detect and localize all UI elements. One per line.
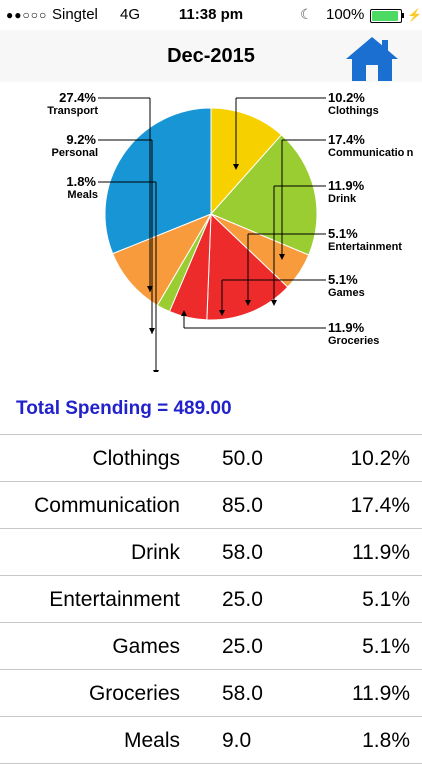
row-category: Drink <box>130 541 180 564</box>
battery-tip <box>402 13 404 18</box>
row-amount: 25.0 <box>222 635 263 658</box>
page-title: Dec-2015 <box>167 45 255 67</box>
row-percent: 1.8% <box>362 729 410 752</box>
carrier-name: Singtel <box>52 6 98 23</box>
label-percent-communication: 17.4% <box>328 132 365 147</box>
leader-arrow-drink <box>271 300 277 306</box>
label-percent-games: 5.1% <box>328 272 358 287</box>
label-percent-personal: 9.2% <box>66 132 96 147</box>
home-button[interactable] <box>344 35 400 83</box>
total-spending: Total Spending = 489.00 <box>16 398 232 419</box>
row-percent: 10.2% <box>350 447 410 470</box>
label-name-groceries: Groceries <box>328 335 379 347</box>
battery-percent: 100% <box>326 6 365 23</box>
row-percent: 5.1% <box>362 588 410 611</box>
table-row[interactable]: Clothings 50.0 10.2% <box>0 435 422 482</box>
leader-arrow-communication <box>279 254 285 260</box>
label-name-meals: Meals <box>67 189 98 201</box>
leader-arrow-games <box>219 310 225 316</box>
row-amount: 9.0 <box>222 729 252 752</box>
label-name-personal: Personal <box>52 147 98 159</box>
row-percent: 5.1% <box>362 635 410 658</box>
pie-slice-transport <box>104 107 212 255</box>
table-row[interactable]: Meals 9.0 1.8% <box>0 717 422 764</box>
leader-arrow-groceries <box>181 310 187 316</box>
label-percent-entertainment: 5.1% <box>328 226 358 241</box>
label-name-clothings: Clothings <box>328 105 379 117</box>
do-not-disturb-icon: ☾ <box>300 6 313 22</box>
label-name-communication: Communicatio n <box>328 147 414 159</box>
row-percent: 11.9% <box>352 682 410 705</box>
row-percent: 11.9% <box>352 541 410 564</box>
charging-icon: ⚡ <box>407 8 422 22</box>
label-name-entertainment: Entertainment <box>328 241 402 253</box>
table-row[interactable]: Entertainment 25.0 5.1% <box>0 576 422 623</box>
leader-arrow-clothings <box>233 164 239 170</box>
leader-arrow-personal <box>149 328 155 334</box>
label-percent-clothings: 10.2% <box>328 90 365 105</box>
pie-slice-groceries <box>206 212 289 321</box>
status-bar: ●●○○○ Singtel 4G 11:38 pm ☾ 100% ⚡ <box>0 0 422 30</box>
pie-chart-svg: 27.4%Transport 9.2%Personal 1.8%Meals 10.2%… <box>47 90 414 372</box>
table-row[interactable]: Drink 58.0 11.9% <box>0 529 422 576</box>
row-amount: 58.0 <box>222 682 263 705</box>
row-amount: 85.0 <box>222 494 263 517</box>
leader-arrow-entertainment <box>245 300 251 306</box>
row-category: Groceries <box>88 682 180 705</box>
table-row[interactable]: Communication 85.0 17.4% <box>0 482 422 529</box>
label-percent-groceries: 11.9% <box>328 320 365 335</box>
battery-icon <box>370 9 402 23</box>
table-row[interactable]: Groceries 58.0 11.9% <box>0 670 422 717</box>
status-time: 11:38 pm <box>178 6 244 23</box>
label-percent-drink: 11.9% <box>328 178 365 193</box>
home-icon <box>346 37 398 81</box>
label-name-drink: Drink <box>328 193 357 205</box>
row-category: Communication <box>34 494 180 517</box>
spending-table: Clothings 50.0 10.2% Communication 85.0 … <box>0 434 422 764</box>
nav-bar: Dec-2015 <box>0 30 422 82</box>
signal-strength-icon: ●●○○○ <box>6 8 48 22</box>
row-category: Entertainment <box>49 588 180 611</box>
row-amount: 50.0 <box>222 447 263 470</box>
label-name-transport: Transport <box>47 105 98 117</box>
row-percent: 17.4% <box>350 494 410 517</box>
label-name-games: Games <box>328 287 365 299</box>
pie-slice-clothings <box>210 107 283 216</box>
row-category: Clothings <box>92 447 180 470</box>
label-percent-transport: 27.4% <box>59 90 96 105</box>
row-category: Games <box>112 635 180 658</box>
pie-chart: 27.4% Transport 9.2% Personal 1.8% Meals 10.2%… <box>0 82 422 372</box>
network-type: 4G <box>120 6 141 23</box>
table-row[interactable]: Games 25.0 5.1% <box>0 623 422 670</box>
label-percent-meals: 1.8% <box>66 174 96 189</box>
row-amount: 25.0 <box>222 588 263 611</box>
row-amount: 58.0 <box>222 541 263 564</box>
row-category: Meals <box>123 729 180 752</box>
leader-arrow-meals <box>153 370 159 372</box>
